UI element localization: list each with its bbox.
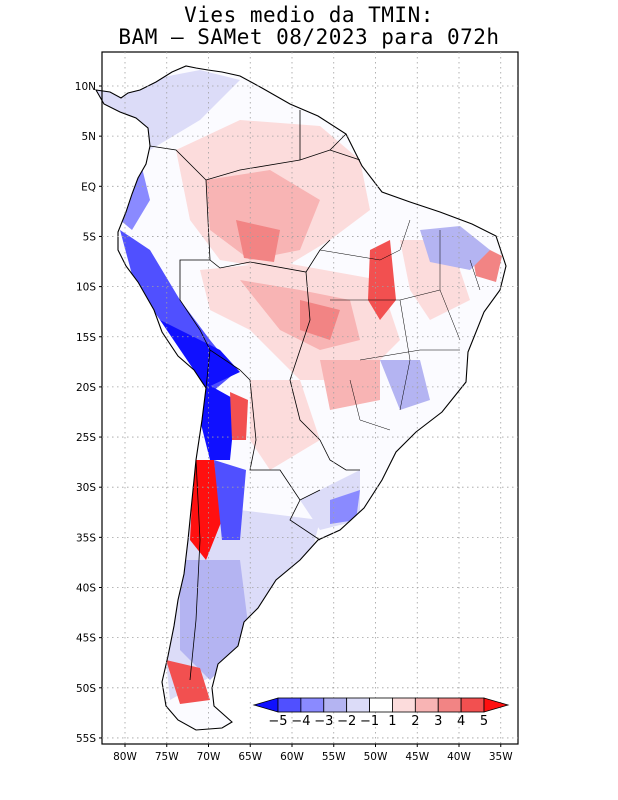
longitude-label: 60W (280, 751, 304, 763)
country-borders (149, 110, 361, 681)
latitude-label: 10S (76, 282, 96, 294)
longitude-label: 55W (322, 751, 346, 763)
latitude-label: 55S (76, 733, 96, 745)
colorbar-swatch (483, 697, 510, 713)
colorbar-label: 5 (480, 714, 488, 729)
colorbar-label: −4 (291, 714, 310, 729)
bias-field (96, 66, 506, 730)
latitude-label: 5S (83, 231, 97, 243)
longitude-label: 65W (238, 751, 262, 763)
longitude-label: 35W (489, 751, 513, 763)
state-borders (319, 219, 481, 431)
colorbar-label: −5 (268, 714, 287, 729)
colorbar-swatch (369, 697, 393, 713)
colorbar-swatch (346, 697, 370, 713)
map-title-line1: Vies medio da TMIN: (184, 3, 434, 27)
map-title-line2: BAM – SAMet 08/2023 para 072h (118, 25, 500, 49)
longitude-label: 75W (155, 751, 179, 763)
colorbar-swatch (460, 697, 485, 713)
colorbar-label: 3 (434, 714, 442, 729)
colorbar-swatch (437, 697, 462, 713)
colorbar-swatch (392, 697, 416, 713)
latitude-label: 15S (76, 332, 96, 344)
map-frame (101, 51, 519, 745)
latitude-label: 20S (76, 382, 96, 394)
colorbar-swatch (300, 697, 325, 713)
latitude-label: 45S (76, 633, 96, 645)
graticule (102, 52, 518, 744)
colorbar-label: 1 (388, 714, 396, 729)
colorbar-swatch (277, 697, 302, 713)
latitude-label: 50S (76, 683, 96, 695)
colorbar-swatch (414, 697, 439, 713)
latitude-label: 30S (76, 482, 96, 494)
colorbar-label: −3 (314, 714, 333, 729)
longitude-label: 50W (364, 751, 388, 763)
colorbar-label: 2 (411, 714, 419, 729)
latitude-label: 10N (75, 81, 96, 93)
colorbar-label: −1 (360, 714, 379, 729)
latitude-label: EQ (81, 181, 96, 193)
longitude-label: 80W (113, 751, 137, 763)
latitude-labels: 10N 5N EQ 5S 10S 15S 20S 25S 30S 35S 40S 45S 50S 55S (75, 81, 102, 745)
longitude-label: 70W (197, 751, 221, 763)
latitude-label: 25S (76, 432, 96, 444)
colorbar-label: 4 (457, 714, 465, 729)
colorbar-swatch (323, 697, 348, 713)
colorbar-label: −2 (337, 714, 356, 729)
latitude-label: 5N (81, 131, 96, 143)
longitude-label: 45W (405, 751, 429, 763)
colorbar: −5 −4 −3 −2 −1 1 2 3 4 5 (252, 697, 510, 729)
colorbar-swatch (252, 697, 279, 713)
latitude-label: 35S (76, 532, 96, 544)
longitude-label: 40W (447, 751, 471, 763)
latitude-label: 40S (76, 583, 96, 595)
longitude-labels: 80W 75W 70W 65W 60W 55W 50W 45W 40W 35W (113, 744, 513, 763)
